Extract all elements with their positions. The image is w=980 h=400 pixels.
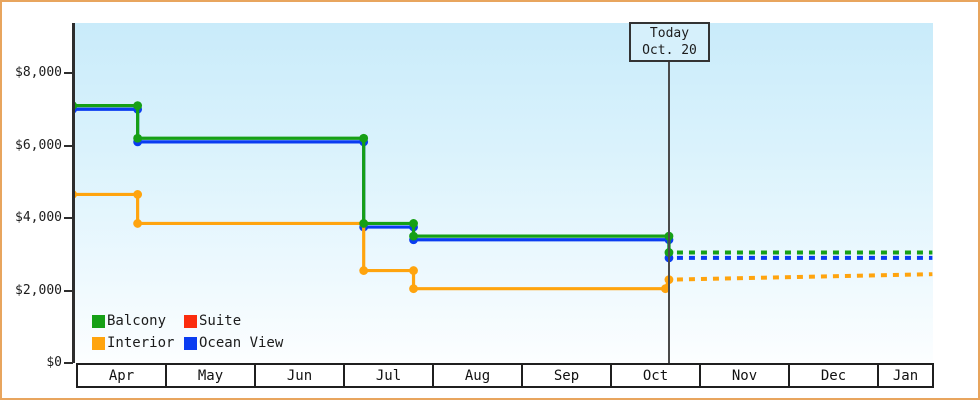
month-label: Jun (286, 367, 313, 384)
month-label: Dec (820, 367, 847, 384)
legend-item-ocean-view: Ocean View (184, 335, 283, 351)
interior-solid-line (74, 192, 671, 291)
balcony-data-point (359, 133, 369, 143)
today-vertical-line (667, 62, 670, 363)
legend-label: Suite (199, 313, 242, 329)
month-label: May (197, 367, 224, 384)
interior-data-point (409, 266, 418, 275)
month-cell-may: May (167, 365, 256, 386)
month-cell-aug: Aug (434, 365, 523, 386)
y-axis-label: $2,000 (15, 282, 62, 298)
y-axis-line (72, 23, 75, 363)
interior-data-point (661, 284, 670, 294)
balcony-solid-line (74, 104, 671, 253)
balcony-data-point (359, 219, 369, 228)
legend-label: Interior (107, 335, 175, 351)
y-axis-label: $8,000 (15, 65, 62, 80)
month-cell-apr: Apr (78, 365, 167, 386)
y-axis-tick (64, 362, 73, 364)
interior-data-point (359, 266, 369, 275)
y-axis-tick (64, 289, 73, 292)
balcony-data-point (133, 133, 143, 143)
legend-item-interior: Interior (92, 335, 184, 351)
month-label: Apr (108, 367, 135, 384)
legend-swatch-icon (184, 336, 197, 350)
legend-label: Ocean View (199, 335, 284, 351)
legend-swatch-icon (92, 336, 105, 350)
legend-item-balcony: Balcony (92, 313, 184, 329)
month-cell-nov: Nov (701, 365, 790, 386)
month-label: Jul (375, 367, 402, 384)
legend-item-suite: Suite (184, 313, 283, 329)
interior-data-point (133, 190, 143, 199)
interior-data-point (133, 219, 143, 228)
month-label: Sep (553, 367, 580, 384)
legend-swatch-icon (92, 314, 105, 328)
balcony-data-point (133, 101, 143, 111)
balcony-data-point (409, 219, 418, 228)
y-axis-tick (64, 72, 73, 74)
month-label: Nov (731, 367, 758, 384)
month-cell-jan: Jan (879, 365, 932, 386)
month-cell-jun: Jun (256, 365, 345, 386)
today-marker-box: Today Oct. 20 (629, 22, 710, 62)
chart-legend: Balcony Suite Interior Ocean View (92, 313, 283, 351)
y-axis-label: $0 (46, 355, 62, 370)
legend-swatch-icon (184, 314, 197, 328)
month-cell-sep: Sep (523, 365, 612, 386)
month-cell-dec: Dec (790, 365, 879, 386)
month-label: Oct (642, 367, 669, 384)
interior-data-point (409, 284, 418, 294)
y-axis-label: $6,000 (15, 137, 62, 153)
month-axis-band: Apr May Jun Jul Aug Sep Oct Nov Dec Jan (76, 363, 934, 388)
month-cell-jul: Jul (345, 365, 434, 386)
interior-projection-line (668, 272, 933, 282)
y-axis-tick (64, 217, 73, 219)
month-cell-oct: Oct (612, 365, 701, 386)
y-axis-tick (64, 144, 73, 147)
today-date: Oct. 20 (642, 43, 697, 58)
price-lines-canvas (74, 101, 933, 294)
y-axis-label: $4,000 (15, 210, 62, 225)
today-label: Today (649, 26, 690, 41)
legend-label: Balcony (107, 313, 167, 329)
plot-area-background (74, 23, 933, 363)
month-label: Jan (892, 367, 919, 384)
month-label: Aug (464, 367, 491, 384)
balcony-data-point (409, 231, 418, 241)
